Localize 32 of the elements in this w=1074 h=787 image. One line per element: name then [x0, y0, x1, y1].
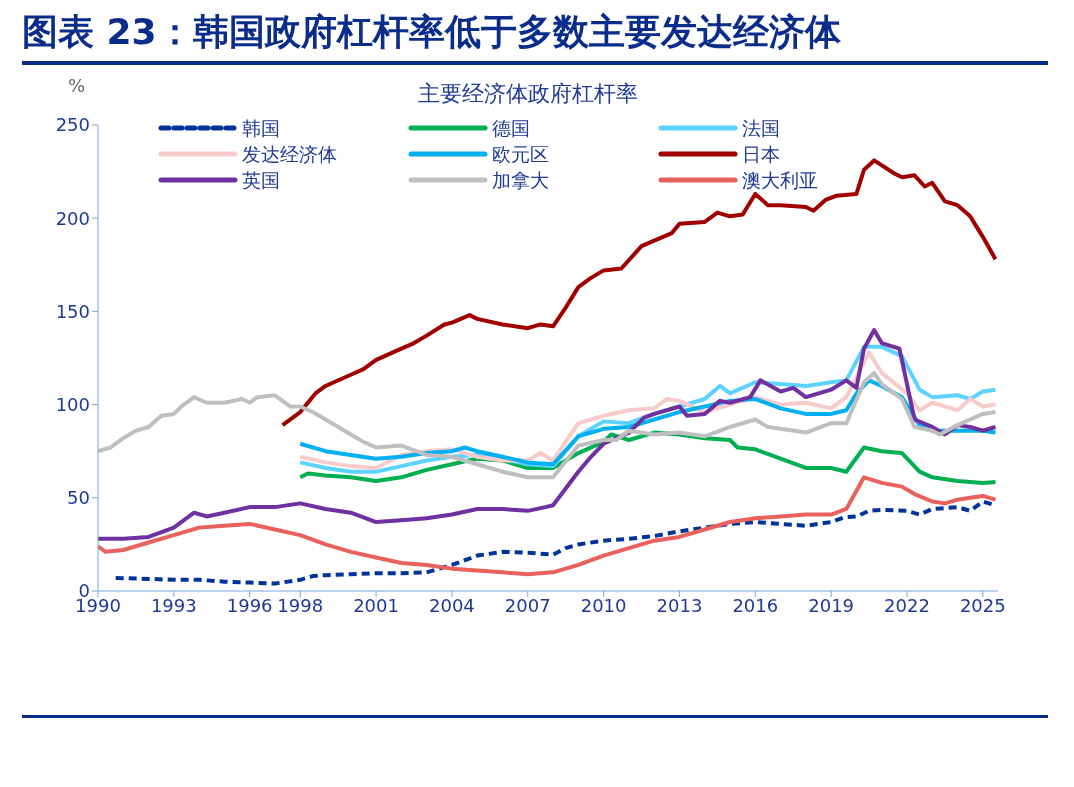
- legend-label: 欧元区: [492, 142, 549, 167]
- legend-label: 澳大利亚: [742, 168, 818, 193]
- x-tick-label: 1998: [277, 594, 324, 616]
- legend-label: 发达经济体: [242, 142, 337, 167]
- line-series: [98, 370, 998, 480]
- x-tick-label: 2016: [732, 594, 779, 616]
- x-tick-label: 2007: [504, 594, 551, 616]
- x-tick-label: 2022: [884, 594, 930, 616]
- x-tick-label: 1993: [150, 594, 197, 616]
- y-tick-label: 250: [55, 114, 90, 136]
- x-tick-label: 2019: [808, 594, 855, 616]
- x-tick-label: 2001: [353, 594, 399, 616]
- line-series: [98, 328, 998, 541]
- y-tick-label: 100: [55, 393, 90, 415]
- x-tick-label: 2004: [429, 594, 475, 616]
- x-tick-label: 2010: [580, 594, 627, 616]
- chart-title: 图表 23：韩国政府杠杆率低于多数主要发达经济体: [22, 8, 1048, 65]
- y-tick-label: 150: [55, 300, 90, 322]
- y-tick-label: 200: [55, 207, 90, 229]
- y-tick-label: 50: [67, 487, 90, 509]
- legend-label: 英国: [242, 168, 280, 193]
- legend-label: 加拿大: [492, 168, 549, 193]
- chart-subtitle: 主要经济体政府杠杆率: [418, 81, 638, 106]
- legend-label: 德国: [492, 116, 530, 141]
- legend-label: 法国: [742, 116, 780, 141]
- y-axis-title: %: [68, 75, 86, 96]
- x-tick-label: 2013: [656, 594, 703, 616]
- line-series: [98, 475, 998, 577]
- x-tick-label: 1996: [226, 594, 273, 616]
- legend-label: 韩国: [242, 116, 280, 141]
- x-tick-label: 2025: [959, 594, 1006, 616]
- legend-label: 日本: [742, 142, 780, 167]
